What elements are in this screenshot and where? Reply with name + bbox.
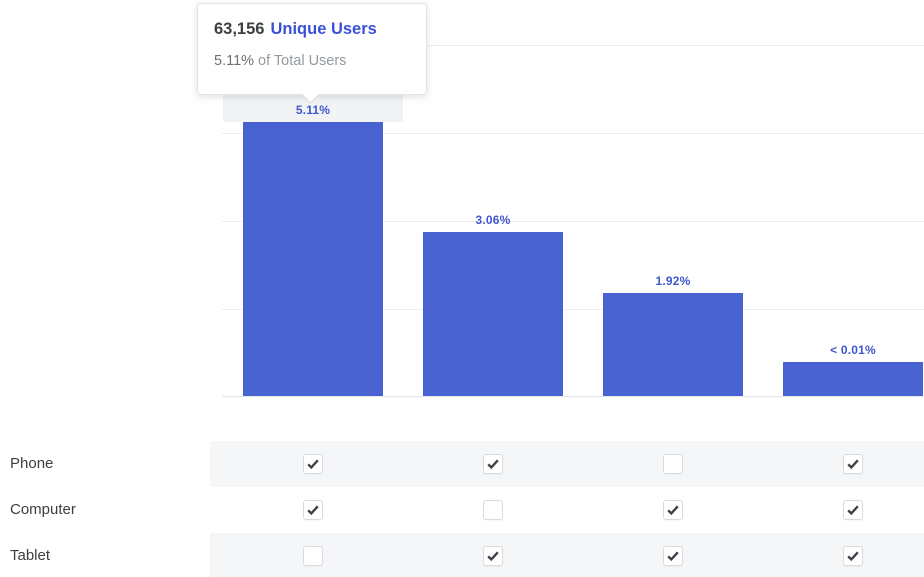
checkbox-checked-phone-col4[interactable] <box>843 454 863 474</box>
checkbox-unchecked-tablet-col1[interactable] <box>303 546 323 566</box>
x-axis-baseline <box>222 396 924 397</box>
bar-value-label: 3.06% <box>475 212 511 227</box>
tooltip-percent-suffix: of Total Users <box>258 53 347 69</box>
gridline <box>222 309 924 310</box>
bar-value-label: 1.92% <box>655 274 691 289</box>
checkbox-checked-phone-col2[interactable] <box>483 454 503 474</box>
tooltip-headline: 63,156 Unique Users <box>214 17 410 41</box>
checkbox-checked-tablet-col2[interactable] <box>483 546 503 566</box>
checkbox-checked-computer-col3[interactable] <box>663 500 683 520</box>
checkbox-checked-tablet-col4[interactable] <box>843 546 863 566</box>
checkbox-checked-computer-col1[interactable] <box>303 500 323 520</box>
matrix-row-label-phone: Phone <box>10 455 54 472</box>
checkbox-checked-phone-col1[interactable] <box>303 454 323 474</box>
bar-segment-1[interactable] <box>243 122 383 396</box>
bar-value-label: 5.11% <box>295 103 331 118</box>
chart-tooltip: 63,156 Unique Users 5.11% of Total Users <box>197 3 427 104</box>
tooltip-percent: 5.11% <box>214 53 255 69</box>
gridline <box>222 221 924 222</box>
bar-segment-2[interactable] <box>423 231 563 396</box>
gridline <box>222 133 924 134</box>
checkbox-unchecked-computer-col2[interactable] <box>483 500 503 520</box>
matrix-row-stripe <box>210 533 924 577</box>
bar-segment-3[interactable] <box>603 293 743 396</box>
tooltip-value: 63,156 <box>214 20 265 38</box>
bar-segment-4[interactable] <box>783 362 923 396</box>
bar-value-label: < 0.01% <box>830 343 876 357</box>
tooltip-metric-label: Unique Users <box>270 20 377 38</box>
checkbox-checked-tablet-col3[interactable] <box>663 546 683 566</box>
tooltip-subline: 5.11% of Total Users <box>214 51 410 71</box>
gridline <box>222 45 924 46</box>
matrix-row-stripe <box>210 441 924 487</box>
checkbox-unchecked-phone-col3[interactable] <box>663 454 683 474</box>
matrix-row-label-computer: Computer <box>10 501 76 518</box>
matrix-row-label-tablet: Tablet <box>10 547 51 564</box>
checkbox-checked-computer-col4[interactable] <box>843 500 863 520</box>
